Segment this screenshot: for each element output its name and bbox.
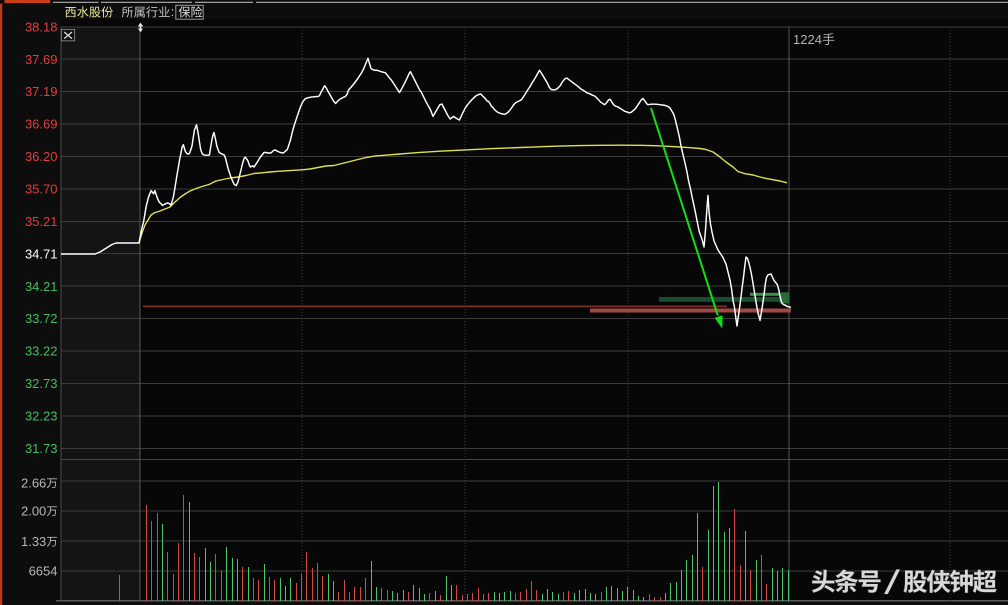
svg-text:6654: 6654 (29, 564, 58, 579)
svg-text:31.73: 31.73 (25, 441, 58, 456)
svg-text:36.69: 36.69 (25, 117, 58, 132)
svg-text:1.33: 1.33 (21, 534, 46, 549)
svg-text:35.70: 35.70 (25, 182, 58, 197)
svg-text:34.71: 34.71 (25, 246, 58, 261)
svg-text:32.23: 32.23 (25, 408, 58, 423)
svg-text:32.73: 32.73 (25, 376, 58, 391)
svg-text:35.21: 35.21 (25, 214, 58, 229)
svg-text:37.69: 37.69 (25, 52, 58, 67)
svg-text:2.66: 2.66 (21, 476, 46, 491)
svg-text:33.22: 33.22 (25, 344, 58, 359)
svg-text:34.21: 34.21 (25, 279, 58, 294)
svg-text:38.18: 38.18 (25, 19, 58, 34)
svg-text:1224: 1224 (793, 32, 822, 47)
svg-text:37.19: 37.19 (25, 84, 58, 99)
svg-text:2.00: 2.00 (21, 504, 46, 519)
svg-text:33.72: 33.72 (25, 311, 58, 326)
svg-text:36.20: 36.20 (25, 149, 58, 164)
svg-text::: : (171, 5, 174, 19)
